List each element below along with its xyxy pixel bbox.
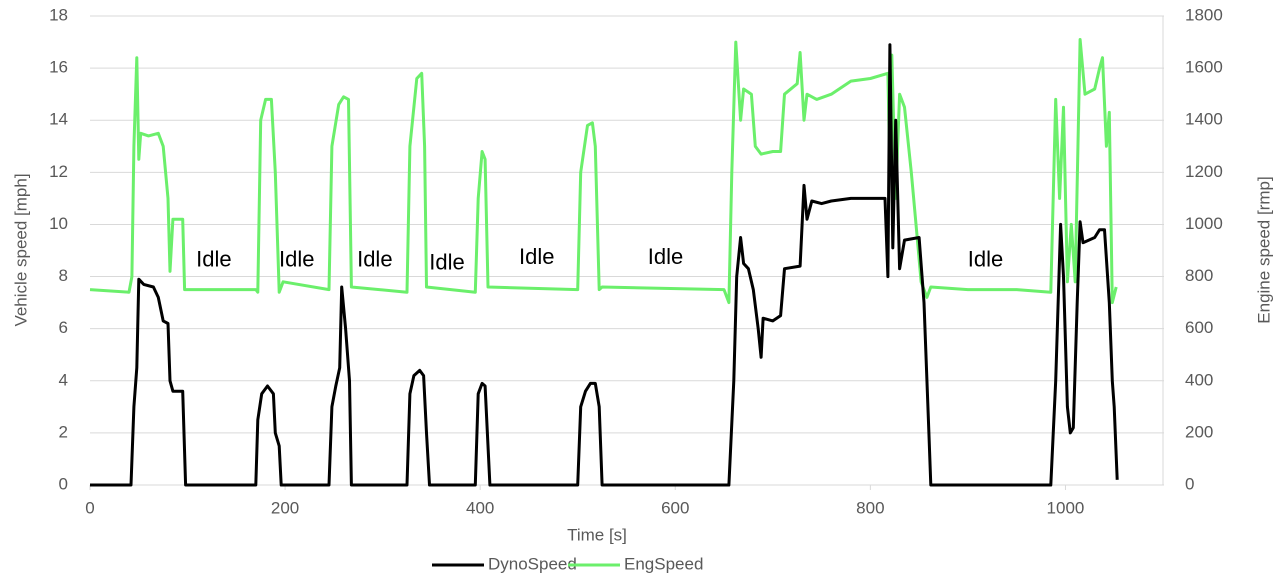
y-tick-label: 10 — [49, 214, 68, 233]
x-tick-label: 600 — [661, 498, 689, 517]
legend-label: EngSpeed — [624, 554, 703, 573]
y2-tick-label: 200 — [1185, 422, 1213, 441]
annotation: Idle — [968, 247, 1003, 272]
y2-tick-label: 1000 — [1185, 214, 1223, 233]
annotation: Idle — [519, 244, 554, 269]
y2-tick-label: 600 — [1185, 318, 1213, 337]
y2-tick-label: 400 — [1185, 370, 1213, 389]
x-tick-label: 0 — [85, 498, 94, 517]
y-tick-label: 18 — [49, 5, 68, 24]
annotation: Idle — [429, 249, 464, 274]
x-tick-label: 400 — [466, 498, 494, 517]
y2-axis-title: Engine speed [rmp] — [1254, 176, 1273, 323]
annotation: Idle — [357, 247, 392, 272]
x-axis-title: Time [s] — [567, 525, 627, 544]
y-axis-title: Vehicle speed [mph] — [11, 173, 30, 326]
y2-tick-label: 800 — [1185, 266, 1213, 285]
annotation: Idle — [196, 247, 231, 272]
y-tick-label: 12 — [49, 162, 68, 181]
y-tick-label: 0 — [59, 474, 68, 493]
y-tick-label: 16 — [49, 58, 68, 77]
y2-tick-label: 1200 — [1185, 162, 1223, 181]
y2-tick-label: 0 — [1185, 474, 1194, 493]
y2-tick-label: 1400 — [1185, 110, 1223, 129]
x-tick-label: 200 — [271, 498, 299, 517]
y-tick-label: 6 — [59, 318, 68, 337]
x-tick-label: 800 — [856, 498, 884, 517]
series-line — [90, 43, 1119, 487]
series-line — [89, 38, 1118, 305]
y-tick-label: 4 — [59, 370, 68, 389]
x-tick-label: 1000 — [1047, 498, 1085, 517]
y2-tick-label: 1600 — [1185, 58, 1223, 77]
y2-tick-label: 1800 — [1185, 5, 1223, 24]
y-tick-label: 14 — [49, 110, 68, 129]
y-tick-label: 8 — [59, 266, 68, 285]
legend-label: DynoSpeed — [488, 554, 577, 573]
y-tick-label: 2 — [59, 422, 68, 441]
annotation: Idle — [648, 244, 683, 269]
annotation: Idle — [279, 247, 314, 272]
